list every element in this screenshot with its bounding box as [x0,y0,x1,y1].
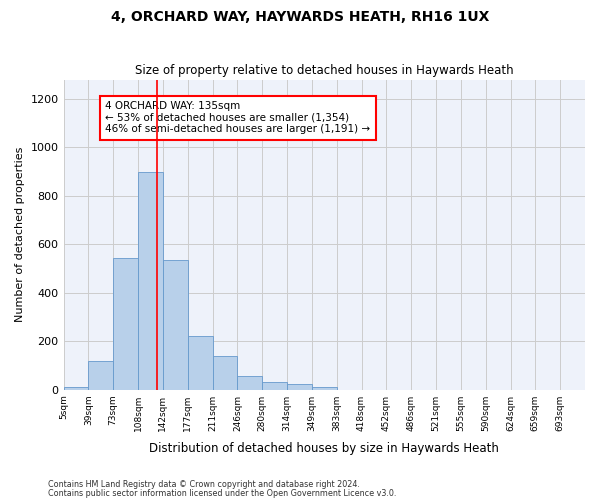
Text: 4, ORCHARD WAY, HAYWARDS HEATH, RH16 1UX: 4, ORCHARD WAY, HAYWARDS HEATH, RH16 1UX [111,10,489,24]
Bar [64,387,88,390]
Bar [113,258,138,390]
Y-axis label: Number of detached properties: Number of detached properties [15,147,25,322]
Bar [188,336,212,390]
Bar [138,172,163,390]
Text: Contains HM Land Registry data © Crown copyright and database right 2024.: Contains HM Land Registry data © Crown c… [48,480,360,489]
Bar [88,360,113,390]
Bar [163,260,188,390]
Text: Contains public sector information licensed under the Open Government Licence v3: Contains public sector information licen… [48,488,397,498]
Bar [238,376,262,390]
Text: 4 ORCHARD WAY: 135sqm
← 53% of detached houses are smaller (1,354)
46% of semi-d: 4 ORCHARD WAY: 135sqm ← 53% of detached … [105,102,370,134]
X-axis label: Distribution of detached houses by size in Haywards Heath: Distribution of detached houses by size … [149,442,499,455]
Bar [287,384,312,390]
Bar [312,387,337,390]
Title: Size of property relative to detached houses in Haywards Heath: Size of property relative to detached ho… [135,64,514,77]
Bar [262,382,287,390]
Bar [212,356,238,390]
